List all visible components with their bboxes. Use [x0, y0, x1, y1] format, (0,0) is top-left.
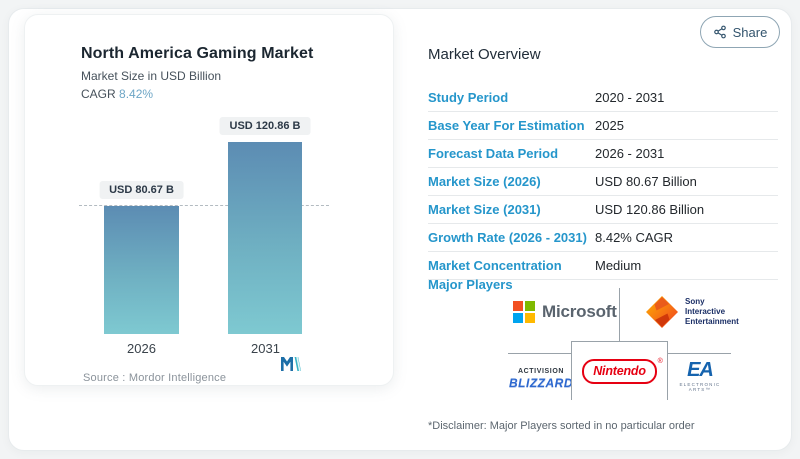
- sony-interactive-entertainment-logo: Sony Interactive Entertainment: [644, 294, 739, 330]
- microsoft-wordmark: Microsoft: [542, 302, 617, 321]
- row-label: Study Period: [428, 90, 509, 105]
- chart-subtitle: Market Size in USD Billion: [81, 69, 222, 83]
- share-button[interactable]: Share: [700, 16, 780, 48]
- row-label: Market Concentration: [428, 258, 562, 273]
- chart-cagr: CAGR 8.42%: [81, 87, 153, 101]
- nintendo-logo: Nintendo ®: [582, 358, 663, 384]
- table-row: Growth Rate (2026 - 2031) 8.42% CAGR: [428, 224, 778, 252]
- share-button-label: Share: [732, 24, 768, 40]
- cagr-value: 8.42%: [119, 87, 154, 101]
- overview-title: Market Overview: [428, 46, 541, 63]
- sony-diamond-icon: [646, 296, 678, 328]
- disclaimer-text: *Disclaimer: Major Players sorted in no …: [428, 420, 695, 432]
- nintendo-logo-box: Nintendo ®: [571, 341, 668, 400]
- bar-value-chip: USD 80.67 B: [99, 181, 184, 199]
- x-axis-label: 2026: [127, 341, 156, 356]
- connector-vertical-line: [619, 288, 620, 341]
- cagr-label: CAGR: [81, 87, 116, 101]
- x-axis-label: 2031: [251, 341, 280, 356]
- row-value: Medium: [595, 258, 642, 273]
- ea-logo: EA ELECTRONIC ARTS™: [669, 360, 731, 392]
- row-value: 2025: [595, 118, 624, 133]
- table-row: Study Period 2020 - 2031: [428, 84, 778, 112]
- row-value: 2026 - 2031: [595, 146, 665, 161]
- row-label: Growth Rate (2026 - 2031): [428, 230, 587, 245]
- row-value: USD 120.86 Billion: [595, 202, 705, 217]
- row-label: Market Size (2031): [428, 202, 541, 217]
- source-label: Source :: [83, 372, 126, 384]
- bar: [104, 206, 179, 334]
- row-label: Base Year For Estimation: [428, 118, 585, 133]
- overview-table: Study Period 2020 - 2031 Base Year For E…: [428, 84, 778, 280]
- microsoft-logo: Microsoft: [513, 301, 617, 323]
- table-row: Base Year For Estimation 2025: [428, 112, 778, 140]
- row-value: 2020 - 2031: [595, 90, 665, 105]
- share-icon: [713, 25, 726, 39]
- chart-card: North America Gaming Market Market Size …: [24, 14, 394, 386]
- row-value: 8.42% CAGR: [595, 230, 674, 245]
- table-row: Market Concentration Medium: [428, 252, 778, 280]
- source-value: Mordor Intelligence: [128, 372, 227, 384]
- reference-line: [79, 205, 329, 206]
- electronic-arts-label: ELECTRONIC ARTS™: [679, 382, 721, 392]
- bar-value-chip: USD 120.86 B: [219, 117, 311, 135]
- activision-blizzard-logo: ACTIVISION BLIZZARD: [509, 368, 573, 390]
- activision-wordmark: ACTIVISION: [517, 368, 565, 375]
- table-row: Market Size (2031) USD 120.86 Billion: [428, 196, 778, 224]
- nintendo-wordmark: Nintendo: [593, 363, 646, 378]
- row-value: USD 80.67 Billion: [595, 174, 697, 189]
- row-label: Market Size (2026): [428, 174, 541, 189]
- chart-title: North America Gaming Market: [81, 45, 314, 62]
- blizzard-wordmark: BLIZZARD: [509, 376, 573, 390]
- bar-chart: USD 80.67 B USD 120.86 B 2026 2031: [79, 117, 329, 356]
- microsoft-squares-icon: [513, 301, 535, 323]
- bar: [228, 142, 302, 334]
- major-players-label: Major Players: [428, 277, 513, 292]
- registered-mark: ®: [657, 357, 663, 365]
- sony-wordmark: Sony Interactive Entertainment: [685, 297, 739, 326]
- ea-wordmark: EA: [687, 359, 714, 381]
- table-row: Market Size (2026) USD 80.67 Billion: [428, 168, 778, 196]
- table-row: Forecast Data Period 2026 - 2031: [428, 140, 778, 168]
- mordor-intelligence-logo-icon: [281, 357, 301, 371]
- row-label: Forecast Data Period: [428, 146, 559, 161]
- source-line: Source : Mordor Intelligence: [83, 372, 226, 384]
